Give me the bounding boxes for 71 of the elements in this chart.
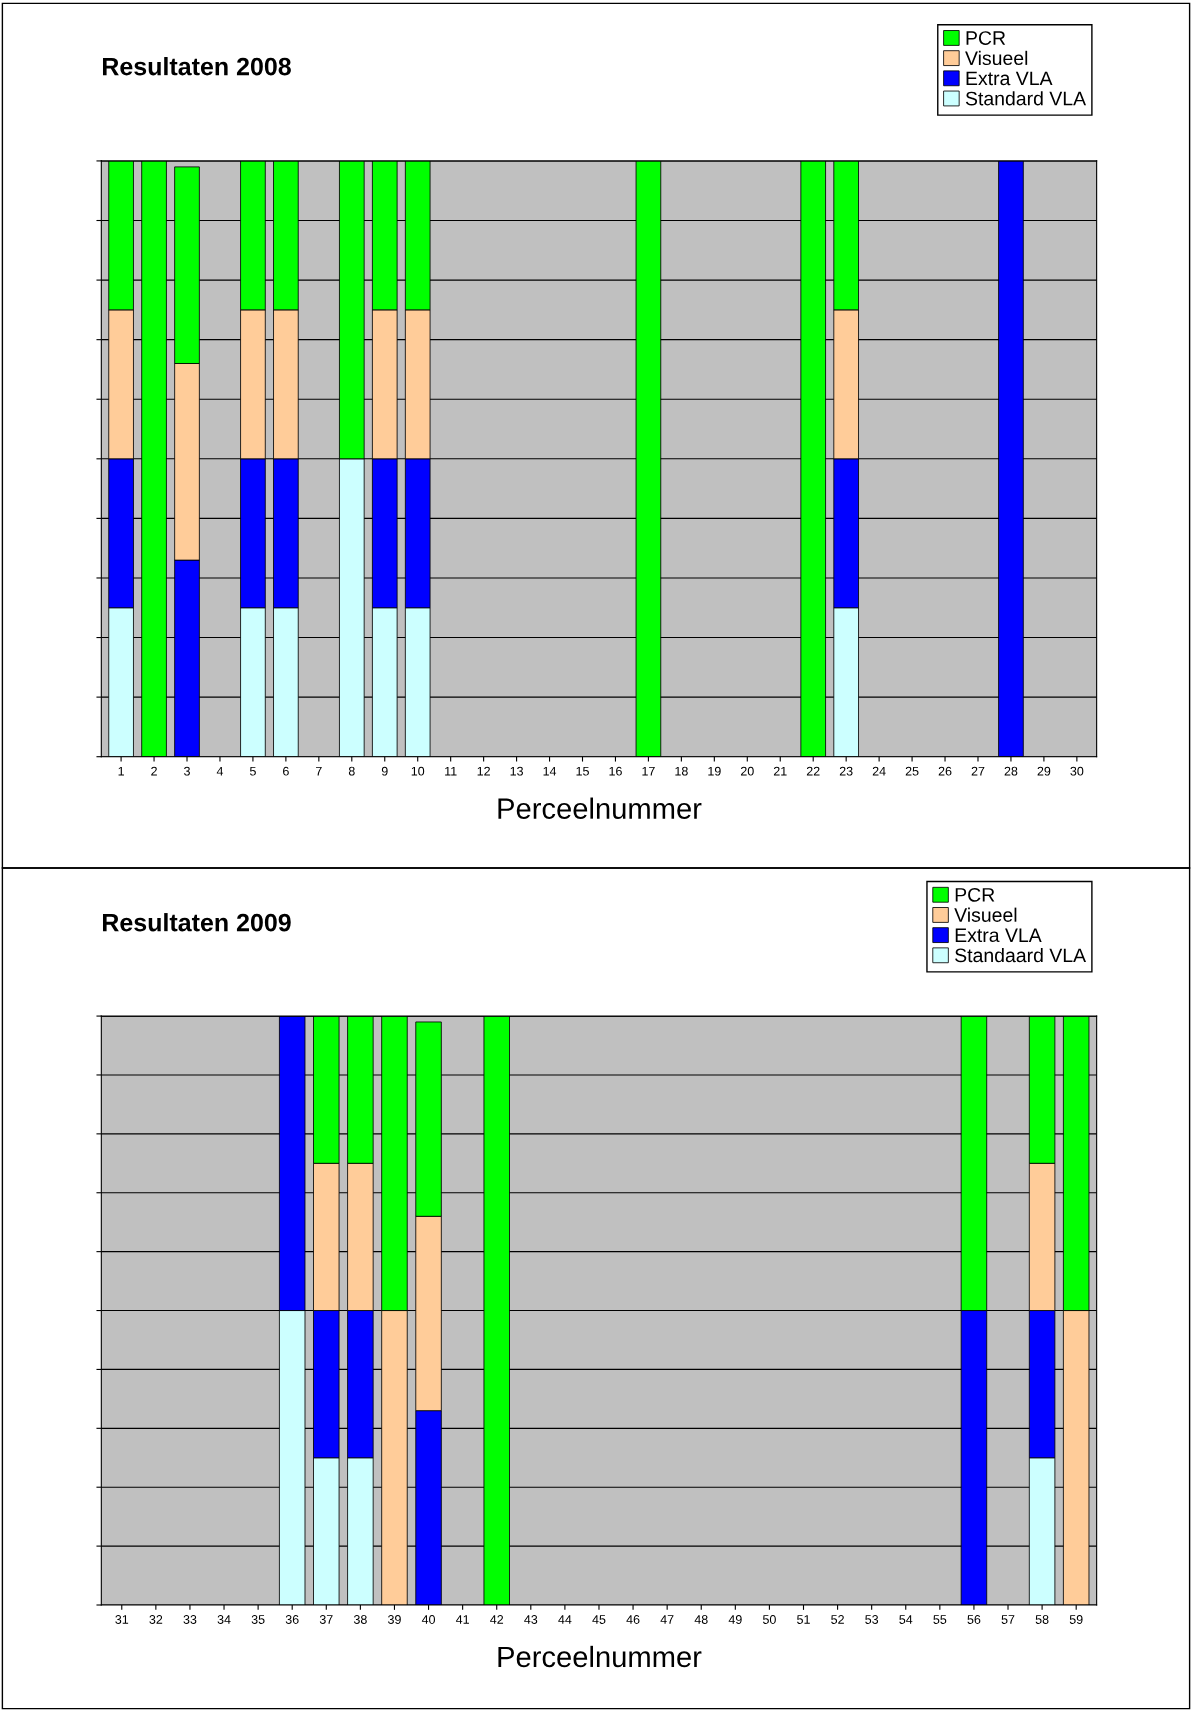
- x-tick-label: 53: [865, 1615, 879, 1624]
- x-tick-label: 2: [151, 766, 157, 776]
- x-tick-label: 41: [455, 1615, 469, 1624]
- x-tick-label: 54: [899, 1615, 913, 1624]
- x-tick-label: 15: [576, 766, 589, 776]
- x-tick-label: 36: [285, 1615, 299, 1624]
- x-tick-label: 26: [938, 766, 952, 776]
- x-tick-label: 3: [184, 766, 190, 776]
- x-tick-label: 28: [1004, 766, 1018, 776]
- x-tick-label: 55: [933, 1615, 947, 1624]
- x-tick-label: 59: [1069, 1615, 1083, 1624]
- x-tick-label: 34: [217, 1615, 231, 1624]
- x-tick-label: 4: [216, 766, 224, 776]
- x-tick-label: 50: [762, 1615, 776, 1624]
- x-tick-label: 46: [626, 1615, 640, 1624]
- x-tick-label: 48: [694, 1615, 708, 1624]
- x-tick-label: 49: [728, 1615, 742, 1624]
- x-tick-label: 8: [348, 766, 355, 776]
- x-tick-label: 37: [319, 1615, 333, 1624]
- x-axis-title: Perceelnummer: [498, 797, 702, 819]
- x-tick-label: 18: [675, 766, 688, 776]
- x-tick-label: 42: [490, 1615, 504, 1624]
- legend-label: Standaard VLA: [955, 947, 1087, 963]
- x-tick-label: 11: [445, 766, 457, 776]
- x-tick-label: 52: [831, 1615, 844, 1624]
- x-tick-label: 12: [477, 766, 490, 776]
- x-tick-label: 58: [1035, 1615, 1049, 1624]
- x-tick-label: 13: [510, 766, 523, 776]
- legend-label: PCR: [955, 887, 995, 902]
- x-tick-label: 44: [558, 1615, 572, 1624]
- x-tick-label: 38: [353, 1615, 367, 1624]
- x-tick-label: 19: [708, 766, 721, 776]
- x-tick-label: 56: [967, 1615, 981, 1624]
- x-tick-label: 21: [773, 766, 787, 776]
- x-tick-label: 24: [872, 766, 886, 776]
- x-tick-label: 5: [249, 766, 256, 776]
- x-tick-label: 22: [806, 766, 820, 776]
- x-tick-label: 43: [524, 1615, 538, 1624]
- x-tick-label: 10: [411, 766, 425, 776]
- x-tick-label: 14: [543, 766, 557, 776]
- x-tick-label: 47: [660, 1615, 674, 1624]
- chart-title: Resultaten 2008: [102, 57, 291, 76]
- x-tick-label: 29: [1037, 766, 1051, 776]
- x-tick-label: 25: [905, 766, 919, 776]
- legend-label: Extra VLA: [955, 928, 1042, 943]
- x-tick-label: 1: [118, 766, 124, 776]
- x-tick-label: 57: [1001, 1615, 1015, 1624]
- x-tick-label: 39: [387, 1615, 401, 1624]
- legend-label: Visueel: [954, 907, 1017, 922]
- x-tick-label: 27: [971, 766, 985, 776]
- legend-label: Standard VLA: [965, 91, 1087, 106]
- x-tick-label: 31: [115, 1615, 129, 1624]
- x-tick-label: 35: [251, 1615, 265, 1624]
- legend-label: Visueel: [965, 50, 1028, 66]
- x-tick-label: 45: [592, 1615, 606, 1624]
- x-tick-label: 7: [316, 766, 322, 776]
- x-tick-label: 51: [797, 1615, 810, 1624]
- legend-label: PCR: [966, 31, 1006, 45]
- x-tick-label: 17: [642, 766, 655, 776]
- x-tick-label: 16: [609, 766, 622, 776]
- x-tick-label: 33: [183, 1615, 197, 1624]
- x-tick-label: 6: [283, 766, 289, 776]
- legend-label: Extra VLA: [966, 71, 1053, 86]
- chart-title: Resultaten 2009: [102, 913, 291, 932]
- x-tick-label: 20: [740, 766, 754, 776]
- x-tick-label: 23: [839, 766, 853, 776]
- x-axis-title: Perceelnummer: [498, 1645, 702, 1668]
- x-tick-label: 40: [421, 1615, 436, 1624]
- x-tick-label: 9: [381, 766, 388, 776]
- x-tick-label: 30: [1070, 766, 1084, 776]
- x-tick-label: 32: [149, 1615, 163, 1624]
